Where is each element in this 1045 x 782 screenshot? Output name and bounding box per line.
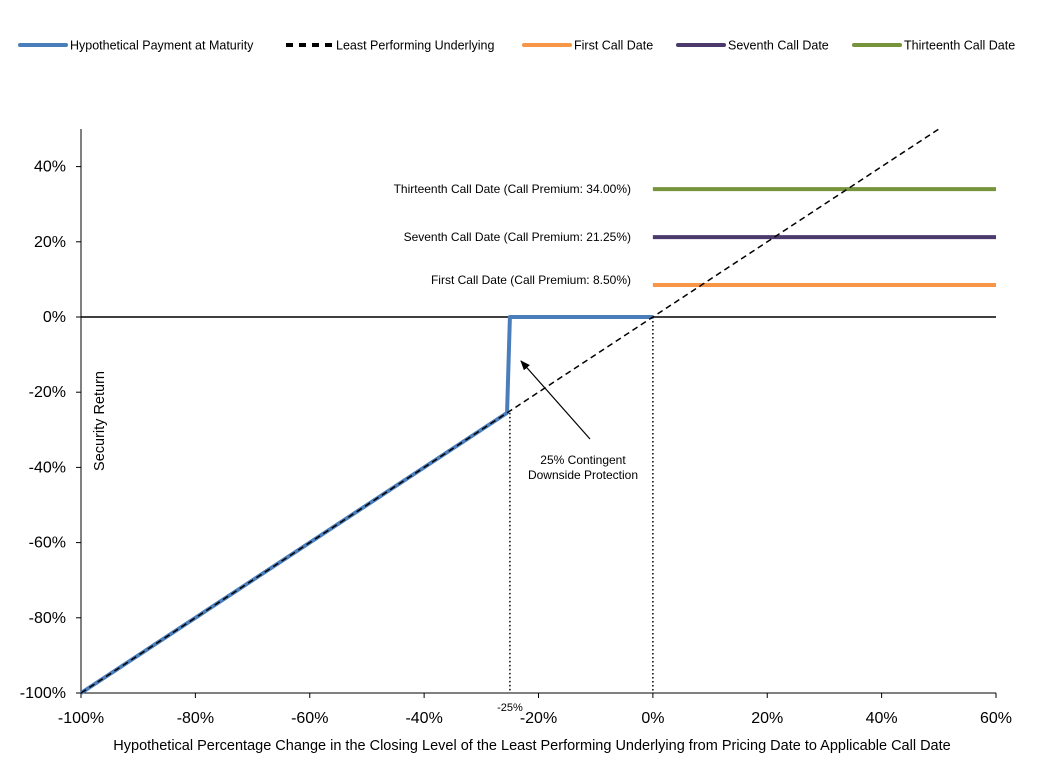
annotations: Thirteenth Call Date (Call Premium: 34.0… (394, 182, 638, 714)
y-tick-label: 40% (34, 159, 66, 176)
y-axis-title: Security Return (92, 371, 108, 471)
x-tick-label: -60% (291, 710, 328, 727)
axes (80, 129, 996, 694)
x-tick-label: -20% (520, 710, 557, 727)
legend-least-performing-underlying-label: Least Performing Underlying (336, 39, 494, 53)
protection-annotation-line1: 25% Contingent (540, 453, 626, 467)
x-tick-label: 0% (641, 710, 664, 727)
least-performing-underlying-line (80, 128, 940, 694)
x-tick-label: -100% (58, 710, 104, 727)
x-tick-label: 20% (751, 710, 783, 727)
x-tick-label: 40% (866, 710, 898, 727)
thirteenth-call-annotation: Thirteenth Call Date (Call Premium: 34.0… (394, 182, 631, 196)
x-axis-title: Hypothetical Percentage Change in the Cl… (113, 738, 950, 754)
legend-first-call-date-label: First Call Date (574, 39, 653, 53)
y-tick-label: 0% (43, 309, 66, 326)
legend: Hypothetical Payment at Maturity Least Pe… (18, 39, 1015, 53)
y-tick-label: -100% (20, 685, 66, 702)
legend-seventh-call-date-label: Seventh Call Date (728, 39, 829, 53)
legend-payment-at-maturity-label: Hypothetical Payment at Maturity (70, 39, 254, 53)
x-tick-label: -40% (405, 710, 442, 727)
protection-annotation-line2: Downside Protection (528, 468, 638, 482)
x-tick-label: -80% (177, 710, 214, 727)
first-call-annotation: First Call Date (Call Premium: 8.50%) (431, 273, 631, 287)
legend-thirteenth-call-date-label: Thirteenth Call Date (904, 39, 1015, 53)
ticks: -100% -80% -60% -40% -20% 0% 20% 40% -100% -80% -6… (20, 159, 1012, 727)
series (79, 128, 996, 695)
guide-lines (509, 317, 654, 693)
y-tick-label: 20% (34, 234, 66, 251)
y-tick-label: -40% (29, 459, 66, 476)
seventh-call-annotation: Seventh Call Date (Call Premium: 21.25%) (404, 230, 631, 244)
y-tick-label: -20% (29, 384, 66, 401)
y-tick-label: -60% (29, 535, 66, 552)
protection-arrow (520, 360, 591, 440)
y-tick-label: -80% (29, 610, 66, 627)
barrier-label: -25% (497, 702, 523, 714)
x-tick-label: 60% (980, 710, 1012, 727)
